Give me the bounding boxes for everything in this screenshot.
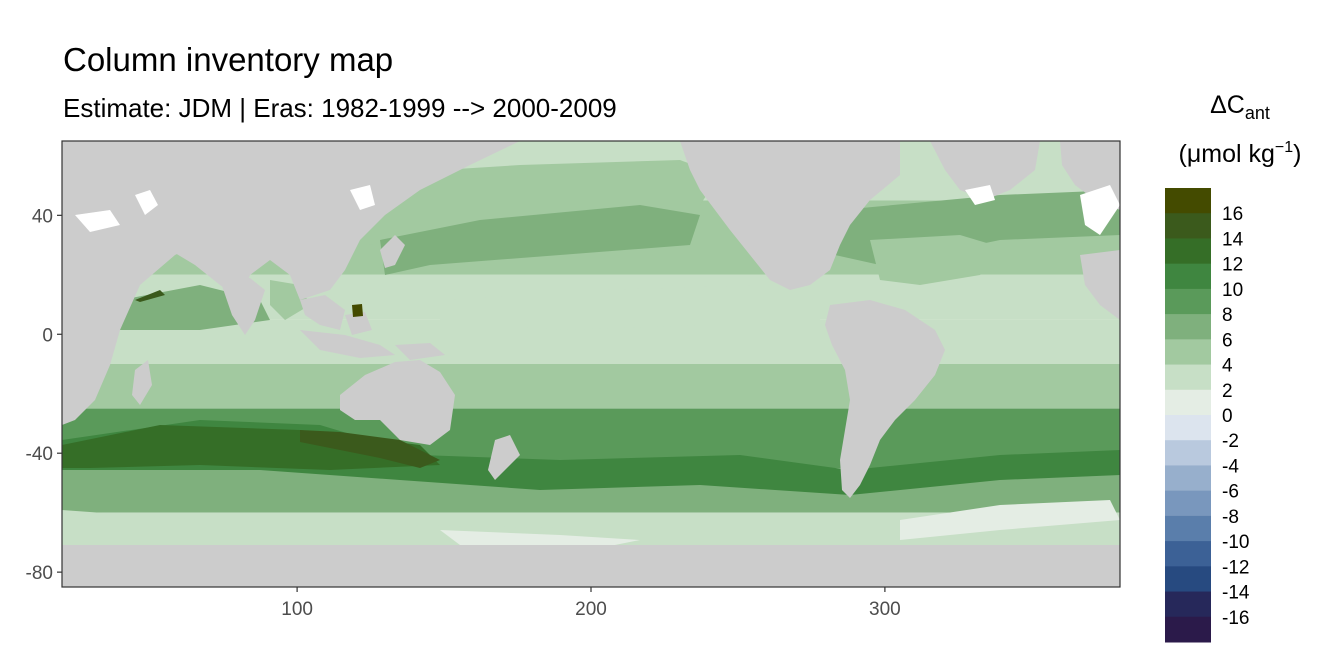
new-guinea [395,343,445,360]
chart-title: Column inventory map [63,41,394,78]
legend-swatch [1165,566,1211,593]
y-tick-label: 0 [42,325,53,346]
missing-data [75,185,1120,235]
legend-swatch [1165,288,1211,315]
sulu-sea-dark [352,304,363,317]
legend-break-label: 4 [1222,356,1233,377]
chart-subtitle: Estimate: JDM | Eras: 1982-1999 --> 2000… [63,93,617,123]
legend-break-label: 10 [1222,280,1243,301]
legend-swatch [1165,591,1211,618]
legend-break-label: 0 [1222,406,1233,427]
borneo [345,312,372,335]
legend-break-label: 2 [1222,381,1233,402]
legend-break-label: -8 [1222,507,1239,528]
antarctica [62,545,1120,587]
legend-break-label: -14 [1222,583,1250,604]
greenland [930,141,1040,200]
legend-labels: 16 14 12 10 8 6 4 2 0 -2 -4 -6 -8 -10 -12 -14 -16 [1222,204,1250,629]
south-of-australia [300,430,440,468]
x-tick-label: 200 [575,599,607,620]
legend-swatch [1165,263,1211,290]
x-axis: 100 200 300 [281,587,901,620]
legend-units: (μmol kg−1) [1179,139,1302,168]
equatorial-pacific-light [440,285,820,330]
y-axis: 40 0 -40 -80 [26,206,62,584]
white-north-asia [350,185,375,210]
legend-swatch [1165,490,1211,517]
legend-swatch [1165,389,1211,416]
legend-swatch [1165,314,1211,340]
caspian-white [135,190,158,215]
ross-pale [440,530,640,548]
north-america [680,141,900,290]
legend-swatch [1165,364,1211,391]
map-panel [62,141,1120,587]
hudson-white [965,185,995,205]
antarctic-coast-light [62,510,1120,545]
arctic-white-left [75,210,120,232]
legend-break-label: -10 [1222,532,1249,553]
legend-swatch [1165,339,1211,366]
legend: ΔCant (μmol kg−1) 16 14 12 10 8 6 4 2 0 -2 -4 -6 -8 -… [1165,91,1301,643]
x-tick-label: 300 [869,599,901,620]
ocean-band-4 [62,364,1120,409]
indonesia [300,330,395,358]
legend-swatch [1165,238,1211,265]
legend-break-label: 16 [1222,204,1243,225]
north-pacific-band [360,160,720,245]
legend-title: ΔCant [1210,91,1270,123]
india [220,278,265,335]
australia [340,360,455,445]
legend-swatch [1165,213,1211,239]
legend-swatch [1165,440,1211,466]
legend-swatch [1165,541,1211,567]
legend-swatch [1165,188,1211,214]
north-pacific-subtropic [380,205,700,275]
south-america [825,300,945,498]
x-tick-label: 100 [281,599,313,620]
y-tick-label: -80 [26,563,53,584]
legend-break-label: -16 [1222,608,1249,629]
legend-break-label: -4 [1222,456,1239,477]
legend-break-label: -2 [1222,431,1239,452]
legend-swatch [1165,465,1211,492]
legend-colorbar [1165,188,1211,643]
legend-swatch [1165,515,1211,542]
red-sea-dark [135,290,165,302]
arctic-white-right [1080,185,1120,235]
y-tick-label: 40 [32,206,53,227]
eurasia [118,141,520,300]
southeast-asia [300,295,345,330]
legend-break-label: 6 [1222,330,1233,351]
legend-break-label: 12 [1222,255,1243,276]
legend-break-label: 8 [1222,305,1233,326]
legend-break-label: 14 [1222,229,1244,250]
y-tick-label: -40 [26,444,53,465]
madagascar [132,360,152,405]
weddell-pale [900,500,1120,540]
legend-break-label: -6 [1222,482,1239,503]
west-africa-wrap [1080,250,1120,320]
north-atlantic-inner [870,235,1010,285]
legend-swatch [1165,415,1211,441]
legend-break-label: -12 [1222,557,1249,578]
new-zealand [488,435,520,480]
legend-swatch [1165,616,1211,643]
japan [380,235,405,268]
